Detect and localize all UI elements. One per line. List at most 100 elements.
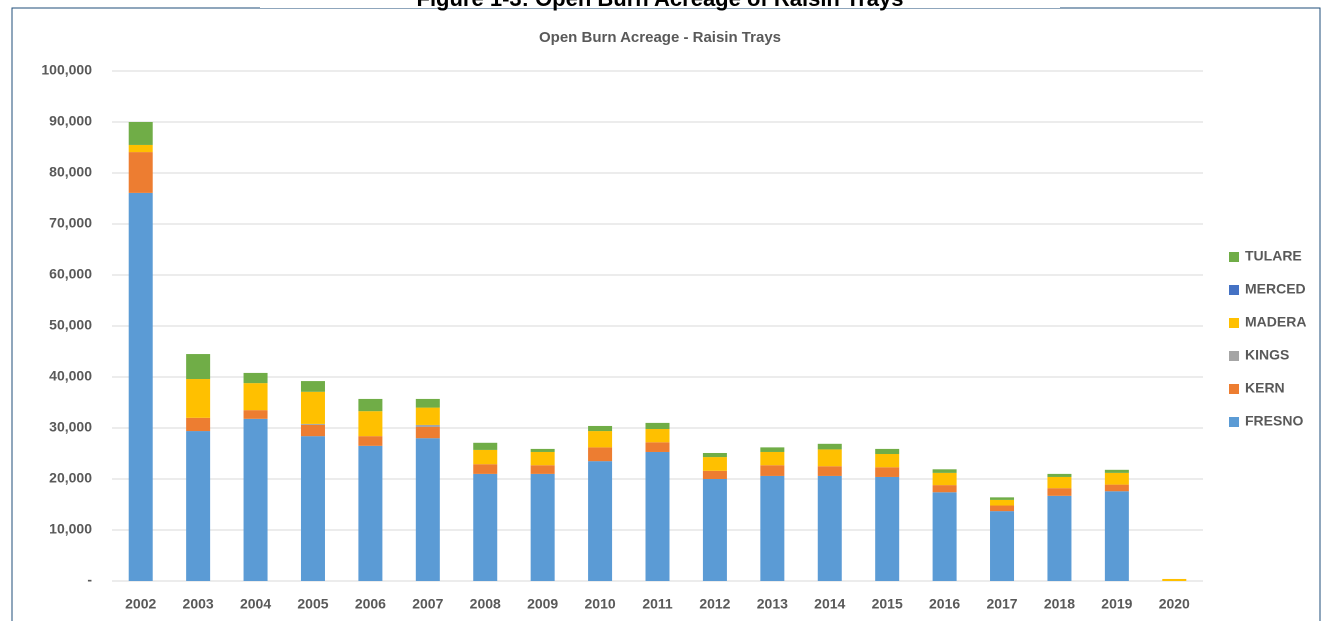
bar-segment — [186, 431, 211, 581]
bar-segment — [702, 452, 727, 458]
bar-segment — [1162, 578, 1187, 581]
bar-segment — [415, 398, 440, 408]
bar-segment — [702, 479, 727, 581]
x-tick-label: 2009 — [527, 596, 558, 612]
bar-segment — [702, 470, 727, 479]
legend-swatch — [1229, 285, 1239, 295]
bar-segment — [530, 448, 555, 452]
legend-swatch — [1229, 384, 1239, 394]
x-tick-label: 2005 — [297, 596, 328, 612]
bar-segment — [300, 424, 325, 437]
bar-segment — [358, 436, 383, 446]
bar-segment — [128, 122, 153, 145]
bar-segment — [817, 443, 842, 450]
legend-label: KINGS — [1245, 347, 1289, 363]
bar-segment — [932, 472, 957, 486]
bar-segment — [760, 451, 785, 466]
y-tick-label: - — [87, 572, 92, 588]
bar-segment — [1047, 476, 1072, 489]
x-tick-label: 2004 — [240, 596, 271, 612]
bar-segment — [300, 436, 325, 581]
bar-segment — [186, 379, 211, 418]
bar-segment — [875, 448, 900, 455]
bar-segment — [588, 431, 613, 448]
bar-segment — [415, 438, 440, 581]
bar-segment — [128, 192, 153, 581]
bar-segment — [415, 407, 440, 425]
legend-label: MADERA — [1245, 314, 1306, 330]
bar-segment — [415, 426, 440, 439]
y-tick-label: 50,000 — [49, 317, 92, 333]
bar-segment — [817, 475, 842, 581]
bar-segment — [875, 476, 900, 581]
bar-segment — [932, 492, 957, 581]
legend-label: KERN — [1245, 380, 1285, 396]
y-tick-label: 30,000 — [49, 419, 92, 435]
x-tick-label: 2013 — [757, 596, 788, 612]
title-backing — [260, 0, 1060, 8]
bar-segment — [645, 422, 670, 430]
bar-segment — [300, 423, 325, 425]
x-tick-label: 2017 — [986, 596, 1017, 612]
x-tick-label: 2011 — [642, 596, 673, 612]
bar-segment — [473, 473, 498, 581]
chart-title: Open Burn Acreage - Raisin Trays — [539, 29, 781, 46]
bar-segment — [990, 511, 1015, 581]
bar-segment — [358, 411, 383, 437]
bar-segment — [760, 475, 785, 581]
bar-segment — [645, 429, 670, 443]
bar-segment — [588, 461, 613, 581]
bar-segment — [530, 465, 555, 474]
bar-segment — [128, 144, 153, 153]
y-tick-label: 100,000 — [41, 62, 92, 78]
bar-segment — [875, 467, 900, 477]
bar-segment — [243, 372, 268, 384]
legend-swatch — [1229, 351, 1239, 361]
bar-segment — [932, 485, 957, 493]
x-tick-label: 2014 — [814, 596, 845, 612]
x-tick-label: 2007 — [412, 596, 443, 612]
x-tick-label: 2018 — [1044, 596, 1075, 612]
y-tick-label: 90,000 — [49, 113, 92, 129]
legend-swatch — [1229, 417, 1239, 427]
bar-segment — [358, 398, 383, 412]
bar-segment — [530, 451, 555, 466]
bar-segment — [990, 497, 1015, 500]
y-tick-label: 70,000 — [49, 215, 92, 231]
bar-segment — [186, 354, 211, 380]
legend-swatch — [1229, 318, 1239, 328]
bar-segment — [1104, 469, 1129, 473]
bar-segment — [1104, 491, 1129, 581]
y-tick-label: 10,000 — [49, 521, 92, 537]
legend-label: TULARE — [1245, 248, 1302, 264]
legend-label: MERCED — [1245, 281, 1306, 297]
bar-segment — [186, 417, 211, 432]
bar-segment — [760, 465, 785, 476]
bar-segment — [990, 499, 1015, 506]
legend-label: FRESNO — [1245, 413, 1303, 429]
bar-segment — [415, 424, 440, 427]
bar-segment — [473, 464, 498, 474]
bar-segment — [300, 381, 325, 392]
bar-segment — [645, 442, 670, 452]
bar-segment — [1047, 488, 1072, 496]
bar-segment — [128, 152, 153, 193]
y-tick-label: 20,000 — [49, 470, 92, 486]
y-tick-label: 80,000 — [49, 164, 92, 180]
bar-segment — [702, 457, 727, 471]
bar-segment — [817, 466, 842, 476]
bar-segment — [243, 418, 268, 581]
bar-segment — [645, 451, 670, 581]
x-tick-label: 2006 — [355, 596, 386, 612]
bar-segment — [1104, 484, 1129, 492]
figure-title: Figure 1-3: Open Burn Acreage of Raisin … — [417, 0, 904, 11]
y-tick-label: 60,000 — [49, 266, 92, 282]
bar-segment — [932, 469, 957, 473]
x-tick-label: 2019 — [1101, 596, 1132, 612]
bar-segment — [473, 449, 498, 465]
legend-swatch — [1229, 252, 1239, 262]
x-tick-label: 2002 — [125, 596, 156, 612]
bar-segment — [760, 447, 785, 452]
x-tick-label: 2012 — [699, 596, 730, 612]
